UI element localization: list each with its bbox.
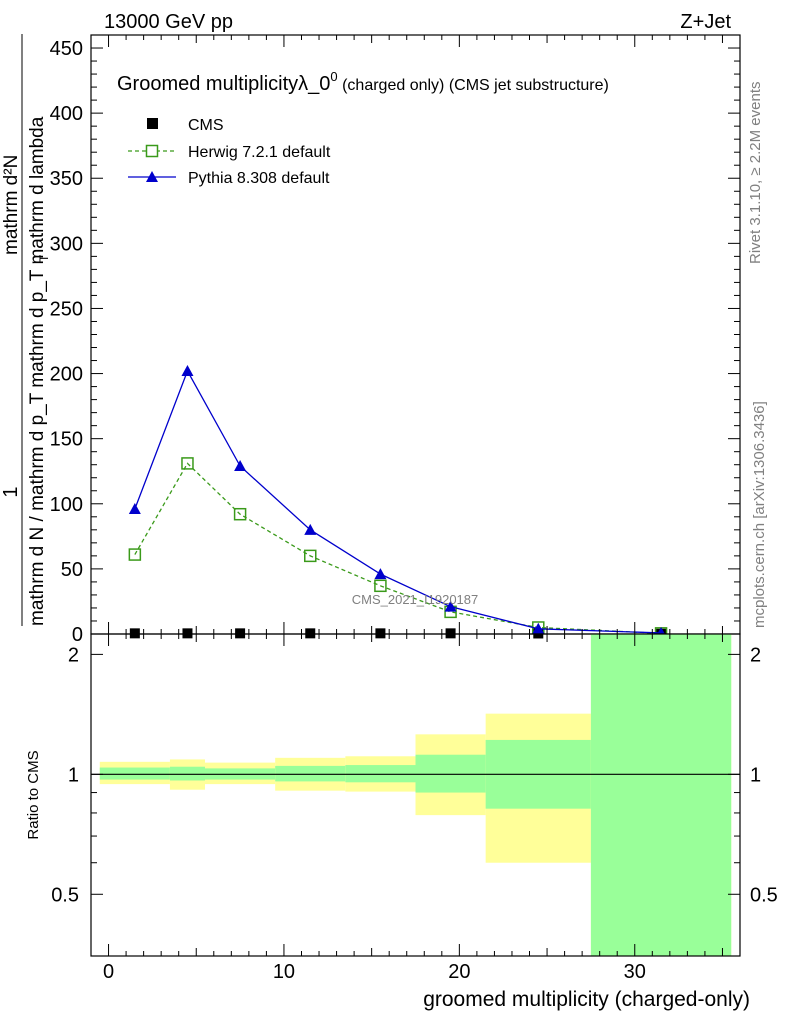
ratio-stat-band-7: [590, 634, 732, 956]
series-line-2: [134, 369, 662, 634]
legend: CMS Herwig 7.2.1 default Pythia 8.308 de…: [128, 117, 331, 187]
point-herwig-1: [181, 457, 194, 470]
point-cms-3: [305, 628, 316, 639]
ylabel-top: mathrm d²N: [1, 155, 22, 255]
ratio-stat-band-3: [275, 765, 346, 782]
header-right-label: Z+Jet: [680, 11, 731, 33]
main-title-suffix-charged: (charged only): [338, 77, 445, 94]
xlabel: groomed multiplicity (charged-only): [423, 988, 750, 1011]
ylabel-numerator: 1: [0, 486, 22, 497]
ratio-ytick-label-left: 1: [68, 764, 79, 786]
point-pythia-6: [532, 622, 545, 634]
ratio-stat-band-4: [345, 765, 416, 783]
legend-marker-cms: [147, 118, 158, 129]
point-herwig-0: [128, 548, 142, 561]
ratio-ytick-label-left: 0.5: [51, 884, 79, 906]
point-pythia-3: [304, 523, 317, 535]
main-ytick-label: 150: [50, 429, 83, 451]
point-herwig-2: [233, 507, 247, 521]
main-ytick-label: 350: [50, 168, 83, 190]
ylabel-denominator-subscript: T: [37, 254, 51, 262]
ratio-stat-band-1: [169, 766, 206, 781]
ratio-ytick-label-right: 1: [750, 764, 761, 786]
ratio-ytick-label-right: 0.5: [750, 884, 778, 906]
point-herwig-4: [374, 579, 387, 593]
main-ytick-label: 50: [61, 559, 83, 581]
point-pythia-5: [444, 600, 457, 612]
point-pythia-2: [234, 460, 247, 472]
legend-marker-pythia: [146, 171, 158, 182]
ratio-frame: [90, 633, 741, 957]
watermark-label: CMS_2021_I1920187: [352, 592, 479, 607]
main-ytick-label: 300: [50, 233, 83, 255]
series-line-1: [134, 462, 662, 634]
point-cms-5: [445, 628, 456, 639]
point-herwig-3: [304, 549, 317, 563]
xtick-label: 10: [273, 961, 295, 983]
main-ytick-label: 0: [72, 624, 83, 646]
main-title-superscript: 0: [330, 69, 337, 84]
main-title-text: Groomed multiplicityλ_0: [117, 73, 330, 95]
legend-marker-herwig: [145, 144, 159, 158]
ratio-ylabel: Ratio to CMS: [25, 750, 42, 839]
xtick-label: 30: [624, 961, 646, 983]
legend-label-pythia: Pythia 8.308 default: [188, 170, 330, 187]
point-cms-1: [182, 628, 193, 639]
main-title: Groomed multiplicityλ_00 (charged only) …: [117, 69, 609, 95]
ratio-ytick-label-left: 2: [68, 644, 79, 666]
point-cms-4: [375, 628, 386, 639]
legend-label-cms: CMS: [188, 117, 224, 134]
ratio-stat-band-5: [415, 754, 486, 793]
point-cms-2: [235, 628, 246, 639]
point-cms-0: [129, 628, 140, 639]
main-ytick-label: 100: [50, 494, 83, 516]
ratio-stat-band-0: [99, 767, 170, 780]
main-panel: 0 50 100 150 200 250 300 350 400 450 Groomed mult…: [0, 34, 741, 646]
ylabel-denominator: mathrm d N / mathrm d p_T mathrm d p_T m…: [27, 116, 48, 626]
point-pythia-1: [181, 364, 194, 376]
main-ytick-label: 200: [50, 364, 83, 386]
rivet-label: Rivet 3.1.10, ≥ 2.2M events: [747, 82, 764, 265]
main-ytick-label: 450: [50, 38, 83, 60]
mcplots-label: mcplots.cern.ch [arXiv:1306.3436]: [751, 401, 768, 628]
main-ytick-label: 250: [50, 298, 83, 320]
xtick-label: 20: [448, 961, 470, 983]
legend-label-herwig: Herwig 7.2.1 default: [188, 144, 331, 161]
xtick-label: 0: [103, 961, 114, 983]
header-left-label: 13000 GeV pp: [104, 11, 233, 33]
main-ytick-label: 400: [50, 103, 83, 125]
point-pythia-4: [374, 568, 387, 580]
main-title-suffix-cms: (CMS jet substructure): [444, 77, 608, 94]
point-pythia-0: [128, 502, 141, 514]
ratio-ytick-label-right: 2: [750, 644, 761, 666]
ratio-panel: 0.5 0.5 1 1 2 2 0 10 20 30 Ratio to CMS groomed …: [25, 35, 778, 1011]
